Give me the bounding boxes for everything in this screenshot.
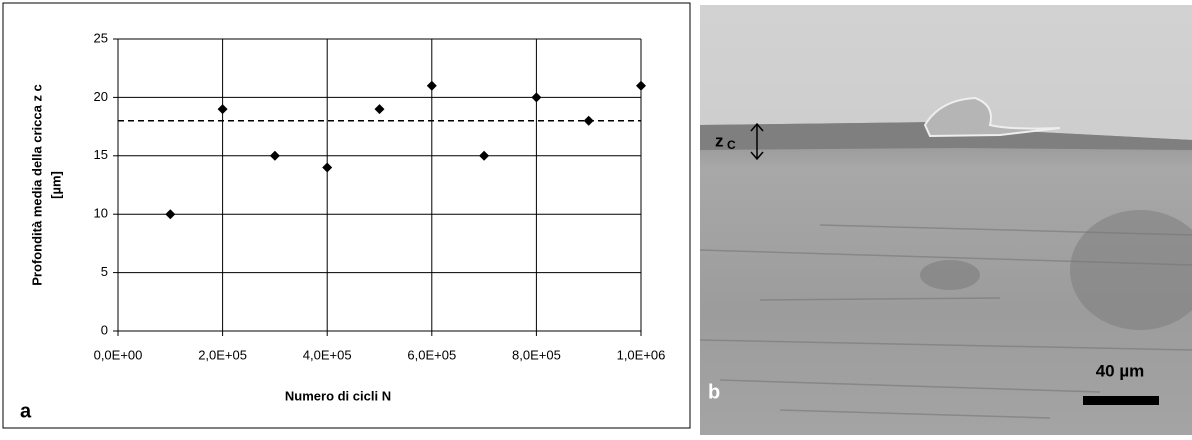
data-point	[269, 150, 280, 161]
data-point	[374, 104, 385, 115]
data-point	[583, 115, 594, 126]
panel-label: a	[20, 400, 32, 422]
y-tick-label: 10	[94, 206, 108, 221]
photo-debris	[923, 96, 1061, 138]
x-tick-label: 2,0E+05	[198, 347, 247, 362]
depth-symbol: z	[715, 131, 724, 150]
y-tick-label: 5	[101, 264, 108, 279]
y-tick-label: 20	[94, 89, 108, 104]
x-tick-label: 8,0E+05	[512, 347, 561, 362]
data-point	[165, 209, 176, 220]
x-axis-label: Numero di cicli N	[285, 388, 391, 403]
depth-subscript: C	[727, 138, 736, 152]
y-axis-label: [µm]	[48, 171, 63, 199]
data-point	[426, 80, 437, 91]
panel-label: b	[708, 381, 720, 403]
x-tick-label: 1,0E+06	[617, 347, 666, 362]
photo-streak	[699, 224, 1192, 419]
y-tick-label: 15	[94, 147, 108, 162]
scale-bar-label: 40 µm	[1096, 361, 1145, 380]
scale-bar	[1083, 396, 1159, 405]
photo-spot	[920, 260, 980, 290]
y-axis-label: Profondità media della cricca z c	[29, 84, 44, 286]
data-point	[217, 104, 228, 115]
y-tick-label: 25	[94, 30, 108, 45]
data-point	[636, 80, 646, 91]
x-tick-label: 0,0E+00	[94, 347, 143, 362]
x-tick-label: 4,0E+05	[303, 347, 352, 362]
data-point	[322, 162, 333, 173]
data-point	[531, 92, 542, 103]
micrograph: z C 40 µm b	[699, 5, 1192, 435]
data-point	[479, 150, 490, 161]
x-tick-label: 6,0E+05	[407, 347, 456, 362]
y-tick-label: 0	[101, 322, 108, 337]
depth-arrowheads	[750, 122, 764, 161]
photo-spot	[1070, 210, 1192, 330]
